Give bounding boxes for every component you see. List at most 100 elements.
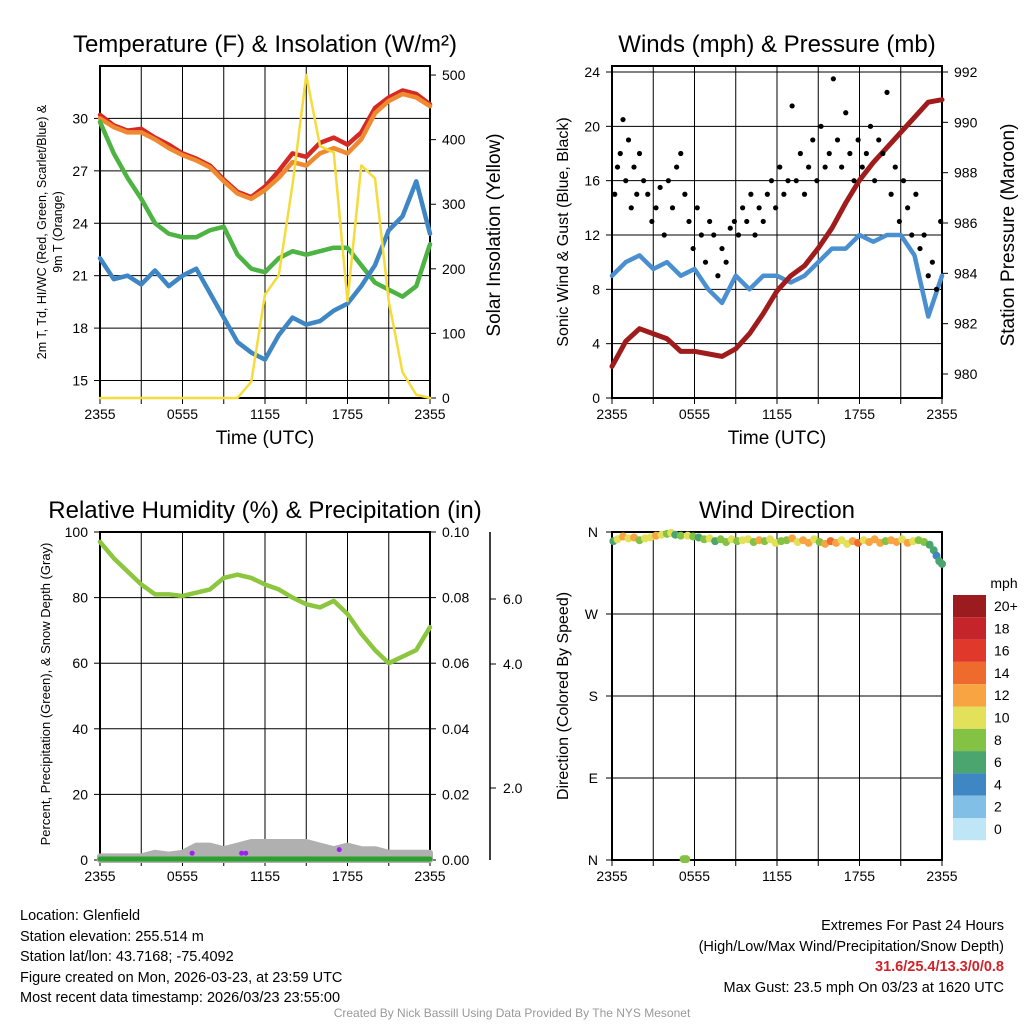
extremes-legend: (High/Low/Max Wind/Precipitation/Snow De…: [698, 938, 1004, 955]
gust-point: [855, 137, 861, 143]
x-tick-label: 1155: [762, 406, 792, 422]
gust-point: [711, 232, 717, 238]
rh-line: [97, 539, 433, 666]
legend-swatch: [953, 684, 986, 707]
gust-point: [872, 178, 878, 184]
gust-point: [929, 259, 935, 265]
y-tick-label: 18: [72, 320, 88, 336]
direction-point: [925, 540, 934, 549]
gust-point: [876, 137, 882, 143]
extremes-values: 31.6/25.4/13.3/0/0.8: [875, 959, 1004, 975]
legend-swatch: [953, 795, 986, 818]
y-tick-label: E: [589, 770, 598, 786]
legend-label: 0: [994, 821, 1002, 837]
y-tick-label: 21: [72, 268, 88, 284]
gust-point: [686, 218, 692, 225]
y2-tick-label: 300: [442, 196, 466, 212]
series-line-sonic-wind: [609, 232, 945, 319]
legend-title: mph: [990, 575, 1017, 591]
x-tick-label: 1755: [332, 868, 363, 884]
gust-point: [715, 273, 721, 279]
legend-swatch: [953, 728, 986, 752]
gust-point: [933, 286, 940, 292]
gust-point: [731, 218, 737, 225]
gust-point: [884, 89, 890, 95]
created-text: Figure created on Mon, 2026-03-23, at 23…: [20, 969, 343, 986]
extremes-info: Extremes For Past 24 Hours (High/Low/Max…: [699, 916, 1004, 998]
y-axis-label: Direction (Colored By Speed): [555, 592, 572, 800]
y-tick-label: 24: [72, 215, 88, 231]
gust-point: [900, 178, 907, 184]
gust-point: [740, 205, 746, 211]
y2-tick-label: 0.08: [442, 590, 469, 606]
y-tick-label: 60: [72, 655, 88, 671]
y2-tick-label: 0.04: [442, 721, 469, 737]
gust-point: [617, 150, 623, 157]
gust-point: [789, 103, 795, 109]
y2-tick-label: 982: [954, 316, 978, 332]
legend-swatch: [953, 639, 986, 662]
snow-tick-label: 6.0: [503, 591, 523, 607]
gust-point: [847, 150, 853, 157]
gust-point: [938, 218, 944, 225]
y-tick-label: 4: [592, 336, 600, 352]
legend-swatch: [953, 751, 986, 774]
direction-point: [938, 559, 946, 568]
y2-tick-label: 984: [954, 265, 978, 281]
legend-swatch: [953, 773, 986, 796]
x-tick-label: 1755: [844, 406, 875, 422]
y-tick-label: 15: [72, 373, 88, 389]
gust-point: [909, 232, 915, 238]
x-tick-label: 0555: [167, 406, 198, 422]
gust-point: [634, 191, 640, 197]
gust-point: [925, 273, 931, 279]
legend-label: 6: [994, 754, 1002, 770]
legend-label: 14: [994, 665, 1010, 681]
gust-point: [781, 191, 787, 197]
legend-label: 20+: [994, 598, 1018, 614]
x-tick-label: 2355: [414, 868, 445, 884]
x-tick-label: 1755: [844, 868, 875, 884]
gust-point: [921, 232, 927, 238]
gust-point: [744, 218, 750, 225]
recent-data-text: Most recent data timestamp: 2026/03/23 2…: [20, 990, 341, 1006]
y-tick-label: W: [585, 606, 599, 622]
series-line-hi-wc: [97, 179, 433, 362]
gust-point: [892, 164, 898, 170]
gust-point: [867, 123, 874, 129]
y2-tick-label: 0: [442, 390, 450, 406]
series-line-solar-insolation: [98, 73, 432, 400]
x-tick-label: 2355: [414, 406, 445, 422]
x-tick-label: 1155: [762, 868, 792, 884]
snow-marker: [336, 847, 342, 853]
y-tick-label: 20: [72, 786, 88, 802]
snow-depth-area: [97, 839, 433, 863]
gust-point: [810, 137, 816, 143]
legend-swatch: [953, 706, 986, 729]
x-tick-label: 2355: [596, 868, 627, 884]
gust-point: [843, 110, 849, 116]
y-tick-label: 16: [584, 173, 600, 189]
y2-tick-label: 0.10: [442, 524, 469, 540]
gust-point: [830, 76, 836, 82]
chart-title: Relative Humidity (%) & Precipitation (i…: [48, 497, 481, 524]
gust-point: [905, 205, 911, 211]
y-tick-label: 27: [72, 163, 88, 179]
gust-point: [702, 259, 709, 265]
gust-point: [674, 164, 680, 170]
y2-axis-label: Station Pressure (Maroon): [998, 124, 1019, 347]
gust-point: [913, 191, 919, 197]
gust-point: [822, 164, 828, 170]
y-tick-label: 0: [592, 390, 600, 406]
gust-point: [896, 218, 902, 225]
y2-tick-label: 0.02: [442, 786, 469, 802]
y-tick-label: 80: [72, 590, 88, 606]
x-tick-label: 0555: [167, 868, 198, 884]
gust-point: [694, 205, 700, 211]
station-info: Location: Glenfield Station elevation: 2…: [20, 906, 342, 1009]
y2-tick-label: 500: [442, 67, 466, 83]
y2-tick-label: 988: [954, 165, 978, 181]
y2-axis-label: Solar Insolation (Yellow): [484, 133, 505, 336]
legend-swatch: [953, 617, 986, 640]
